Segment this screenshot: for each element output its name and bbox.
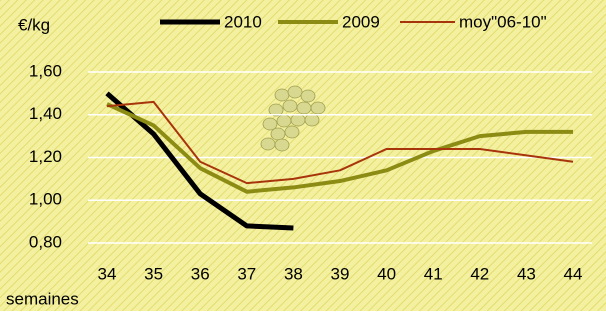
x-tick-label: 37	[237, 264, 256, 283]
page: {"chart_data": {"type": "line", "y_label…	[0, 0, 606, 316]
x-tick-label: 35	[144, 264, 163, 283]
x-tick-label: 38	[284, 264, 303, 283]
chart: €/kg semaines 0,80 1,00 1,20 1,40 1,60 34 35 36…	[0, 0, 606, 311]
x-tick-label: 43	[517, 264, 536, 283]
y-tick-label: 1,00	[29, 190, 62, 209]
y-tick-label: 1,60	[29, 61, 62, 80]
x-tick-label: 39	[331, 264, 350, 283]
x-axis-title: semaines	[6, 289, 79, 308]
y-tick-label: 1,20	[29, 147, 62, 166]
x-tick-label: 34	[98, 264, 117, 283]
y-axis-title: €/kg	[18, 15, 50, 34]
legend-label: moy"06-10"	[459, 12, 547, 31]
y-tick-label: 1,40	[29, 104, 62, 123]
legend-label: 2009	[342, 12, 380, 31]
x-tick-label: 42	[470, 264, 489, 283]
x-tick-label: 36	[191, 264, 210, 283]
x-tick-label: 40	[377, 264, 396, 283]
x-tick-label: 44	[564, 264, 583, 283]
y-tick-label: 0,80	[29, 232, 62, 251]
legend-label: 2010	[224, 12, 262, 31]
background	[0, 0, 606, 311]
x-tick-label: 41	[424, 264, 443, 283]
